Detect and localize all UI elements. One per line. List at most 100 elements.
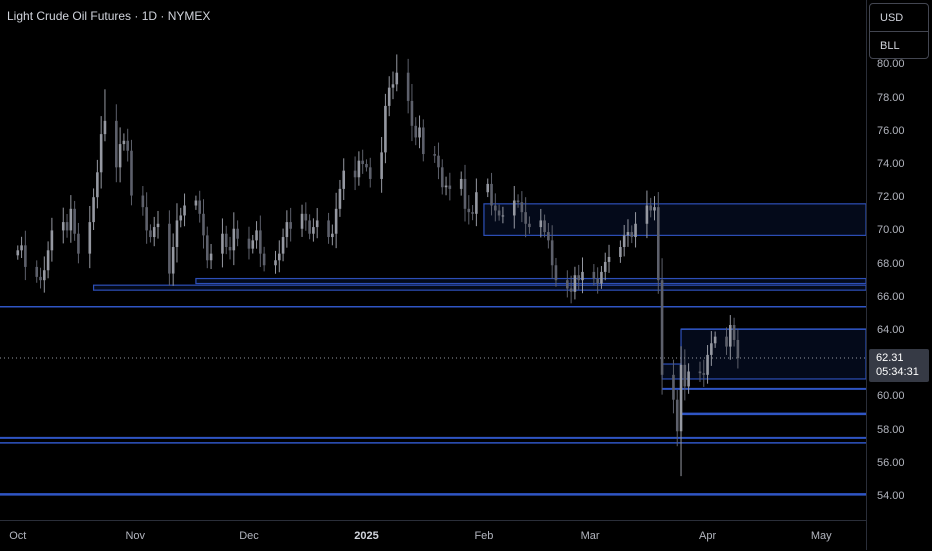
price-chart-svg[interactable]	[0, 0, 866, 520]
chart-plot-area[interactable]: Light Crude Oil Futures · 1D · NYMEX	[0, 0, 866, 520]
candle-body-123	[672, 374, 675, 400]
candle-body-110	[600, 271, 603, 284]
candle-body-62	[342, 170, 346, 189]
last-price-tag: 62.31 05:34:31	[869, 349, 929, 382]
currency-label[interactable]: USD	[880, 12, 904, 24]
candles-layer	[16, 54, 740, 477]
candle-body-44	[251, 240, 255, 249]
candle-body-9	[65, 222, 69, 231]
candle-body-120	[653, 207, 656, 211]
candle-body-67	[368, 167, 372, 179]
candle-body-22	[130, 150, 133, 196]
zones-layer	[92, 203, 866, 380]
candle-body-48	[274, 260, 277, 266]
candle-body-1	[20, 245, 23, 251]
candle-body-27	[156, 223, 160, 228]
candle-body-65	[361, 160, 364, 164]
candle-body-86	[471, 212, 474, 214]
candle-body-121	[656, 207, 660, 281]
candle-body-116	[630, 232, 634, 238]
candle-body-128	[698, 371, 702, 374]
time-tick-label: Oct	[9, 530, 27, 542]
candle-body-19	[118, 144, 122, 168]
candle-body-47	[262, 253, 266, 266]
candle-body-111	[603, 261, 607, 272]
price-tick-label: 64.00	[877, 324, 905, 336]
zone-box-0	[483, 203, 866, 236]
candle-body-54	[304, 213, 308, 221]
candle-body-97	[528, 223, 531, 228]
price-tick-label: 78.00	[877, 91, 905, 104]
candle-body-18	[115, 120, 118, 168]
candle-body-56	[312, 227, 315, 234]
candle-body-34	[198, 200, 201, 214]
candle-body-38	[221, 233, 224, 254]
time-tick-label: 2025	[354, 530, 379, 542]
candle-body-104	[569, 288, 573, 292]
time-tick-label: May	[810, 530, 832, 542]
candle-body-130	[706, 354, 709, 375]
price-axis[interactable]: 80.00 78.00 76.00 74.00 72.00 70.00 68.00 66.00…	[866, 0, 932, 550]
candle-body-63	[353, 170, 357, 178]
currency-unit-selector[interactable]: USD BLL	[869, 3, 929, 59]
candle-body-117	[634, 223, 637, 238]
unit-label[interactable]: BLL	[880, 40, 900, 52]
candle-body-126	[683, 364, 687, 387]
candle-body-36	[205, 235, 209, 261]
candle-body-102	[554, 265, 558, 281]
candle-body-8	[61, 222, 65, 231]
zone-box-4	[661, 363, 682, 380]
candle-body-13	[88, 222, 92, 254]
candle-body-99	[543, 220, 546, 233]
candle-body-17	[103, 120, 107, 135]
candle-body-10	[69, 208, 73, 231]
candle-body-41	[232, 228, 236, 251]
candle-body-77	[422, 127, 425, 155]
candle-body-103	[566, 280, 569, 289]
candle-body-83	[459, 178, 463, 189]
candle-body-127	[687, 371, 690, 387]
price-tick-label: 54.00	[877, 490, 905, 502]
candle-body-107	[581, 271, 584, 281]
zone-box-2	[92, 284, 866, 291]
candle-body-26	[152, 227, 156, 238]
price-tick-label: 56.00	[877, 456, 905, 469]
time-axis[interactable]: Oct Nov Dec 2025 Feb Mar Apr May	[0, 520, 866, 551]
candle-body-76	[418, 127, 421, 138]
candle-body-106	[577, 275, 580, 281]
bar-countdown: 05:34:31	[876, 366, 919, 378]
candle-body-134	[729, 325, 732, 347]
price-tick-label: 58.00	[877, 423, 905, 436]
candle-body-21	[126, 140, 129, 151]
chart-title: Light Crude Oil Futures · 1D · NYMEX	[7, 9, 211, 23]
candle-body-95	[520, 202, 524, 213]
candle-body-118	[645, 205, 649, 224]
candle-body-119	[649, 205, 653, 211]
candle-body-50	[281, 237, 285, 254]
time-tick-label: Mar	[580, 530, 600, 542]
candle-body-53	[300, 213, 304, 229]
candle-body-0	[16, 250, 20, 256]
candle-body-61	[338, 188, 342, 209]
candle-body-96	[524, 212, 527, 224]
candle-body-25	[149, 230, 152, 238]
candle-body-11	[73, 208, 76, 234]
candle-body-2	[24, 245, 27, 267]
candle-body-78	[433, 154, 436, 156]
candle-body-108	[592, 271, 596, 279]
candle-body-52	[289, 222, 292, 229]
candle-body-42	[236, 228, 239, 239]
candle-body-30	[175, 220, 179, 247]
candle-body-60	[334, 208, 338, 234]
candle-body-105	[573, 275, 577, 292]
candle-body-135	[732, 325, 736, 340]
candle-body-16	[99, 134, 103, 173]
candle-body-113	[619, 247, 622, 257]
candle-body-39	[224, 233, 228, 247]
candle-body-35	[202, 213, 205, 236]
candle-body-69	[384, 105, 387, 153]
time-tick-label: Apr	[698, 530, 717, 542]
candle-body-49	[277, 253, 281, 261]
candle-body-85	[467, 208, 471, 213]
candle-body-100	[547, 232, 550, 241]
